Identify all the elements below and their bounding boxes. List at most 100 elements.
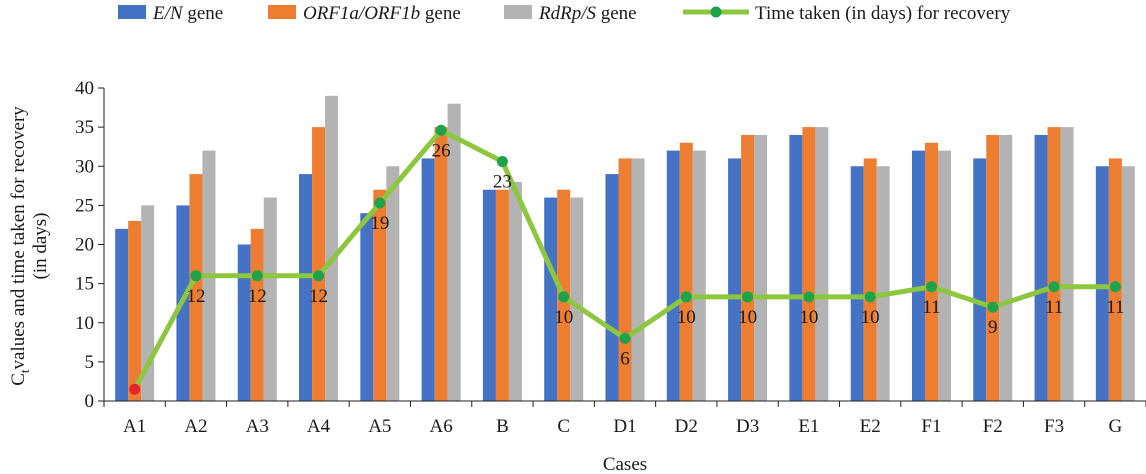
recovery-label-g: 11 — [1106, 297, 1124, 318]
legend-swatch-marker — [710, 6, 722, 18]
recovery-label-f3: 11 — [1045, 297, 1063, 318]
x-tick-label-a2: A2 — [184, 416, 207, 437]
legend-swatch-orf1a-orf1b-gene — [268, 5, 296, 19]
legend: E/N gene ORF1a/ORF1b gene RdRp/S gene Time … — [118, 3, 1011, 24]
x-axis-title: Cases — [603, 454, 647, 474]
bar-orf1a-orf1b-gene-e2 — [863, 158, 877, 401]
recovery-label-e2: 10 — [861, 307, 880, 328]
recovery-label-d1: 6 — [620, 348, 630, 369]
recovery-point-a3 — [251, 270, 263, 282]
recovery-label-e1: 10 — [799, 307, 818, 328]
data-labels: 12 12 12 19 26 23 10 6 10 10 10 10 11 9 11 11 — [186, 140, 1124, 369]
legend-item-e-n-gene: E/N gene — [118, 3, 223, 24]
x-tick-label-a5: A5 — [368, 416, 391, 437]
recovery-label-a5: 19 — [370, 213, 389, 234]
bar-rdrp-s-gene-f3 — [1060, 127, 1074, 402]
recovery-point-d2 — [680, 291, 692, 303]
recovery-label-a6: 26 — [432, 140, 451, 161]
legend-label-orf1a-orf1b-gene: ORF1a/ORF1b gene — [303, 3, 461, 24]
bar-orf1a-orf1b-gene-f2 — [986, 134, 1000, 401]
bar-e-n-gene-a3 — [237, 244, 251, 401]
y-tick-label-15: 15 — [75, 274, 94, 295]
y-tick-label-35: 35 — [75, 117, 94, 138]
recovery-label-d2: 10 — [677, 307, 696, 328]
x-tick-label-d1: D1 — [613, 416, 636, 437]
bar-e-n-gene-d1 — [605, 174, 619, 401]
legend-item-time-taken-in-days-for-recovery: Time taken (in days) for recovery — [683, 3, 1011, 24]
bar-orf1a-orf1b-gene-g — [1108, 158, 1122, 401]
recovery-point-f2 — [987, 301, 999, 313]
bar-rdrp-s-gene-c — [570, 197, 584, 401]
bar-orf1a-orf1b-gene-b — [495, 189, 509, 401]
y-tick-label-30: 30 — [75, 156, 94, 177]
bar-orf1a-orf1b-gene-f3 — [1047, 127, 1061, 402]
x-tick-label-c: C — [557, 416, 570, 437]
bar-orf1a-orf1b-gene-d2 — [679, 142, 693, 401]
y-tick-label-25: 25 — [75, 195, 94, 216]
recovery-label-a3: 12 — [248, 286, 267, 307]
recovery-label-d3: 10 — [738, 307, 757, 328]
recovery-line-series — [129, 124, 1121, 395]
bar-orf1a-orf1b-gene-a1 — [128, 221, 142, 401]
recovery-label-b: 23 — [493, 172, 512, 193]
bar-e-n-gene-e1 — [789, 134, 803, 401]
recovery-point-b — [496, 156, 508, 168]
bar-rdrp-s-gene-a4 — [325, 95, 339, 401]
legend-swatch-rdrp-s-gene — [504, 5, 532, 19]
bar-e-n-gene-g — [1095, 166, 1109, 401]
y-axis-title-line1: Ctvalues and time taken for recovery — [8, 106, 32, 386]
bar-rdrp-s-gene-e2 — [876, 166, 890, 401]
bar-e-n-gene-a6 — [421, 158, 435, 401]
recovery-label-a2: 12 — [186, 286, 205, 307]
bar-rdrp-s-gene-b — [508, 181, 522, 401]
legend-label-time-taken-in-days-for-recovery: Time taken (in days) for recovery — [755, 3, 1011, 24]
recovery-label-f2: 9 — [988, 317, 998, 338]
bar-orf1a-orf1b-gene-e1 — [802, 127, 816, 402]
bar-orf1a-orf1b-gene-f1 — [924, 142, 938, 401]
y-tick-label-5: 5 — [85, 352, 95, 373]
y-tick-label-10: 10 — [75, 313, 94, 334]
bar-e-n-gene-a1 — [115, 228, 129, 401]
x-tick-label-a6: A6 — [430, 416, 453, 437]
axes: 0 5 10 15 20 25 30 35 40 A1 A2 A3 A4 A5 A6 B C D1 D2 D3 E1 E2… — [75, 78, 1146, 437]
legend-item-rdrp-s-gene: RdRp/S gene — [504, 3, 637, 24]
recovery-point-d1 — [619, 332, 631, 344]
recovery-point-f3 — [1048, 281, 1060, 293]
bar-rdrp-s-gene-a5 — [386, 166, 400, 401]
x-tick-label-d2: D2 — [675, 416, 698, 437]
recovery-label-c: 10 — [554, 307, 573, 328]
bar-e-n-gene-d3 — [728, 158, 742, 401]
recovery-point-a2 — [190, 270, 202, 282]
bar-orf1a-orf1b-gene-a5 — [373, 189, 387, 401]
bar-e-n-gene-f3 — [1034, 134, 1048, 401]
recovery-point-e1 — [803, 291, 815, 303]
recovery-label-a4: 12 — [309, 286, 328, 307]
y-tick-label-0: 0 — [85, 391, 95, 412]
bar-e-n-gene-d2 — [666, 150, 680, 401]
bar-rdrp-s-gene-d1 — [631, 158, 645, 401]
x-tick-label-a4: A4 — [307, 416, 331, 437]
bar-rdrp-s-gene-a1 — [141, 205, 155, 402]
bar-orf1a-orf1b-gene-a2 — [189, 174, 203, 401]
bar-e-n-gene-c — [544, 197, 558, 401]
x-tick-label-g: G — [1108, 416, 1122, 437]
bar-e-n-gene-a5 — [360, 213, 374, 401]
bar-e-n-gene-a4 — [299, 174, 313, 401]
legend-label-e-n-gene: E/N gene — [152, 3, 223, 24]
bar-e-n-gene-f2 — [973, 158, 987, 401]
x-tick-label-b: B — [496, 416, 509, 437]
legend-item-orf1a-orf1b-gene: ORF1a/ORF1b gene — [268, 3, 461, 24]
bar-rdrp-s-gene-f1 — [937, 150, 951, 401]
recovery-point-a6 — [435, 124, 447, 136]
bar-rdrp-s-gene-a3 — [263, 197, 277, 401]
bar-rdrp-s-gene-a6 — [447, 103, 461, 402]
bar-orf1a-orf1b-gene-a3 — [250, 228, 264, 401]
recovery-point-a4 — [313, 270, 325, 282]
x-tick-label-f3: F3 — [1044, 416, 1064, 437]
y-tick-label-40: 40 — [75, 78, 94, 99]
x-tick-label-f2: F2 — [983, 416, 1003, 437]
bar-rdrp-s-gene-g — [1121, 166, 1135, 401]
bar-e-n-gene-e2 — [850, 166, 864, 401]
x-tick-label-f1: F1 — [921, 416, 941, 437]
